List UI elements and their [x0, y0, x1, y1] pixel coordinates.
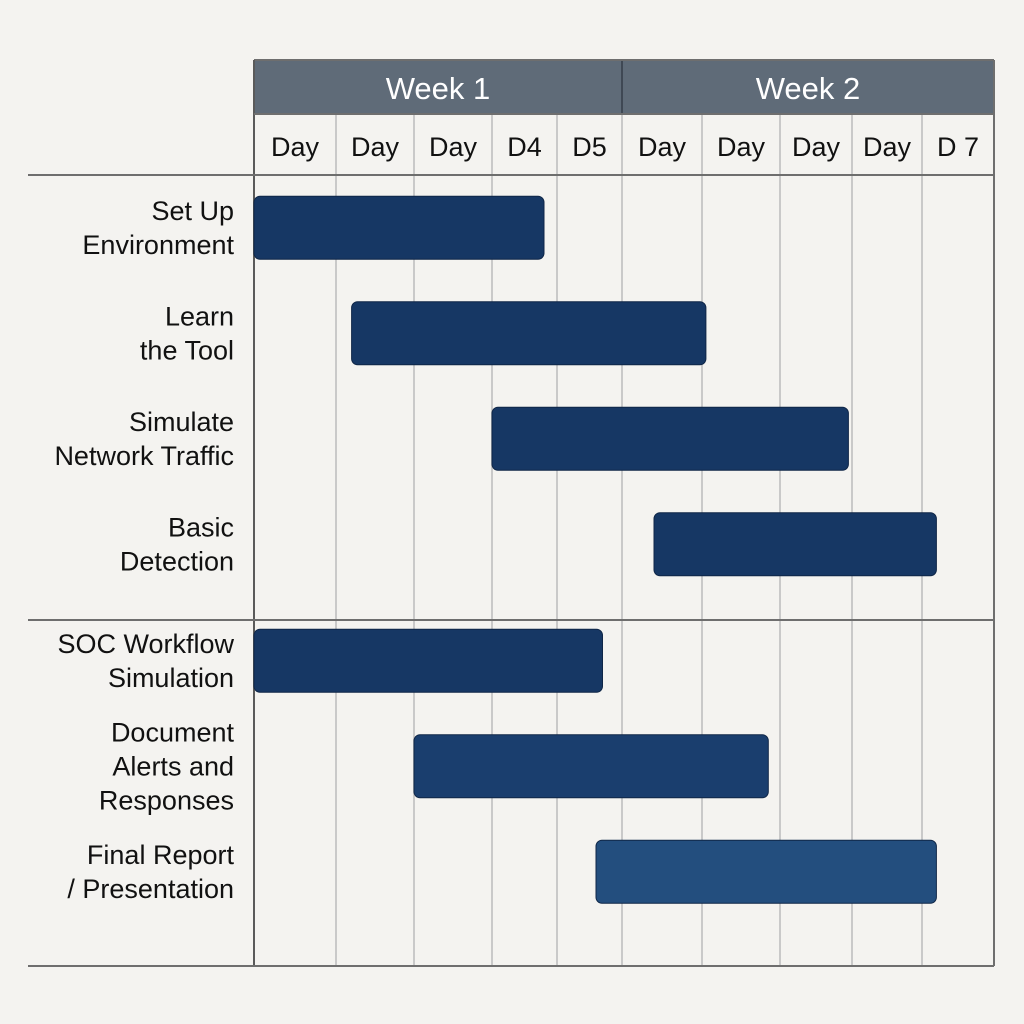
task-bar [253, 195, 545, 260]
task-bar [351, 301, 707, 366]
task-bar [653, 512, 937, 577]
task-label: Basic Detection [120, 512, 234, 576]
day-label: Day [429, 132, 478, 162]
day-label: D4 [507, 132, 542, 162]
day-label: Day [638, 132, 687, 162]
day-label: Day [351, 132, 400, 162]
week-label: Week 2 [756, 71, 861, 106]
week-header-bar [254, 60, 994, 114]
task-label: Learn the Tool [140, 301, 234, 365]
day-label: D 7 [937, 132, 979, 162]
task-label: Document Alerts and Responses [99, 717, 235, 815]
task-label: Simulate Network Traffic [54, 407, 234, 471]
day-label: Day [271, 132, 320, 162]
task-label: Set Up Environment [82, 196, 234, 260]
week-label: Week 1 [386, 71, 491, 106]
task-bar [413, 734, 769, 799]
task-label: SOC Workflow Simulation [57, 629, 234, 693]
task-bar [595, 839, 937, 904]
task-bar [491, 406, 849, 471]
day-label: D5 [572, 132, 607, 162]
day-label: Day [717, 132, 766, 162]
day-label: Day [792, 132, 841, 162]
day-label: Day [863, 132, 912, 162]
task-label: Final Report / Presentation [67, 840, 234, 904]
task-bar [253, 628, 603, 693]
